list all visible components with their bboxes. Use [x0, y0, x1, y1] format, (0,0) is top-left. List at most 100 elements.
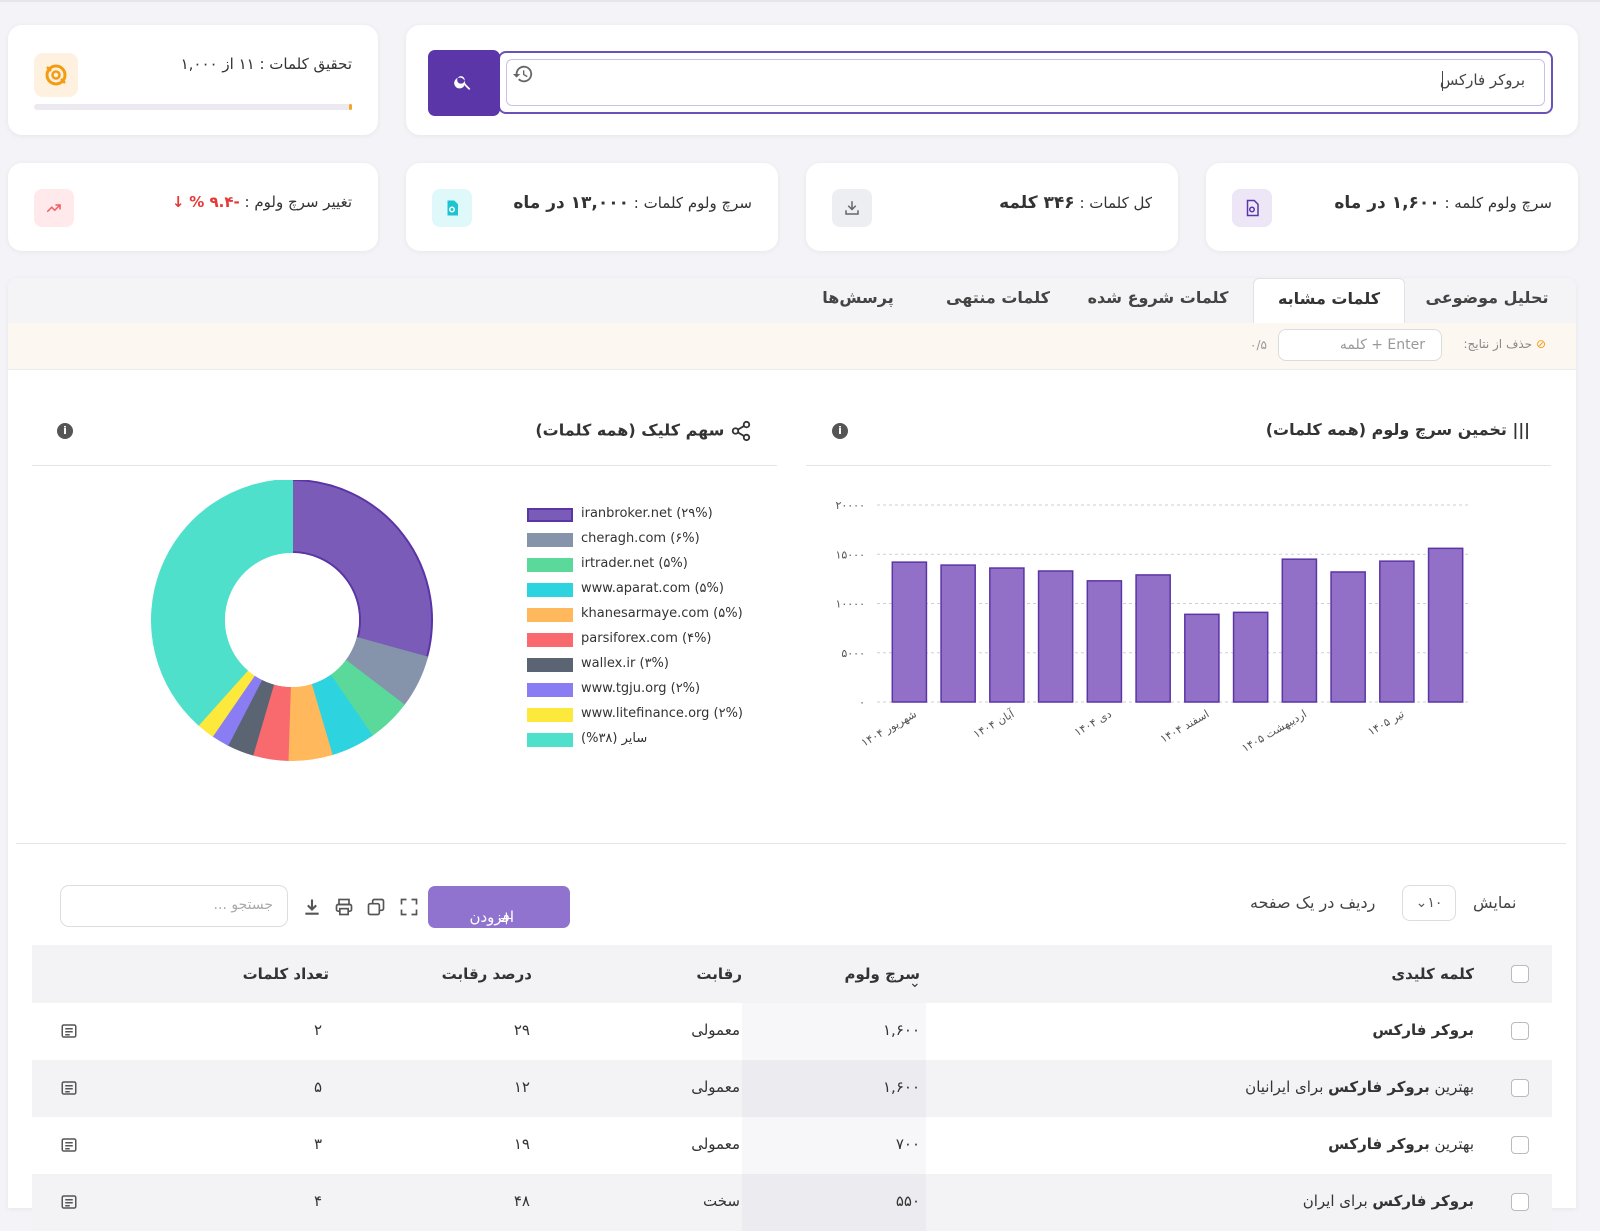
credits-progress-fill	[348, 104, 352, 110]
tab-bar: تحلیل موضوعی کلمات مشابه کلمات شروع شده …	[8, 278, 1576, 324]
tab-ending-keywords[interactable]: کلمات منتهی	[946, 288, 1050, 307]
word-count-cell: ۴	[313, 1192, 322, 1210]
credits-card: تحقیق کلمات : ۱۱ از ۱,۰۰۰	[8, 25, 378, 135]
rows-per-page-select[interactable]: ⌄۱۰	[1402, 885, 1456, 921]
keyword-match: بروکر فارکس	[1372, 1021, 1474, 1039]
volume-bar[interactable]	[1232, 611, 1269, 703]
column-search-volume[interactable]: سرچ ولوم	[844, 965, 920, 983]
info-icon[interactable]: i	[57, 423, 73, 439]
volume-bar[interactable]	[1427, 547, 1464, 703]
y-tick-label: ۲۰۰۰۰	[835, 499, 865, 512]
search-input[interactable]: بروکر فارکس	[498, 51, 1553, 114]
legend-label: www.aparat.com (۵%)	[581, 581, 724, 596]
legend-swatch	[527, 733, 573, 747]
volume-bar[interactable]	[989, 567, 1025, 703]
row-checkbox[interactable]	[1511, 1136, 1529, 1154]
legend-swatch	[527, 683, 573, 697]
legend-label: parsiforex.com (۴%)	[581, 631, 712, 646]
volume-chart-title: ||| تخمین سرچ ولوم (همه کلمات)	[1266, 420, 1530, 439]
info-icon[interactable]: i	[832, 423, 848, 439]
volume-bar[interactable]	[1184, 613, 1220, 703]
column-competition-percent[interactable]: درصد رقابت	[441, 965, 532, 983]
competition-cell: سخت	[703, 1192, 740, 1210]
details-icon[interactable]	[60, 1079, 78, 1097]
keyword-cell[interactable]: بهترین بروکر فارکس	[1328, 1135, 1474, 1153]
keyword-cell[interactable]: بهترین بروکر فارکس برای ایرانیان	[1245, 1078, 1474, 1096]
tab-questions[interactable]: پرسش‌ها	[822, 288, 894, 307]
table-search-input[interactable]: جستجو ...	[60, 885, 288, 927]
volume-bar[interactable]	[1135, 574, 1171, 703]
row-checkbox[interactable]	[1511, 1022, 1529, 1040]
download-icon[interactable]	[302, 897, 322, 917]
competition-percent-cell: ۱۹	[513, 1135, 530, 1153]
x-tick-label: آبان ۱۴۰۴	[971, 706, 1018, 741]
block-icon: ⊘	[1535, 337, 1546, 351]
competition-percent-cell: ۴۸	[513, 1192, 530, 1210]
plus-icon: ＋	[498, 910, 514, 928]
history-icon[interactable]	[512, 63, 534, 85]
row-checkbox[interactable]	[1511, 1079, 1529, 1097]
pie-slice[interactable]	[291, 480, 433, 659]
legend-label: khanesarmaye.com (۵%)	[581, 606, 743, 621]
keyword-cell[interactable]: بروکر فارکس برای ایران	[1303, 1192, 1474, 1210]
tab-topic-analysis[interactable]: تحلیل موضوعی	[1425, 288, 1549, 307]
column-word-count[interactable]: تعداد کلمات	[242, 965, 329, 983]
download-icon[interactable]	[832, 189, 872, 227]
keyword-cell[interactable]: بروکر فارکس	[1372, 1021, 1474, 1039]
share-chart-title: سهم کلیک (همه کلمات)	[535, 420, 752, 442]
table-row[interactable]: بروکر فارکس ۱,۶۰۰ معمولی ۲۹ ۲	[32, 1003, 1552, 1060]
credits-progress-bar	[34, 104, 352, 110]
tab-similar-keywords[interactable]: کلمات مشابه	[1253, 278, 1405, 324]
stat-card-keyword-volume: سرچ ولوم کلمه : ۱,۶۰۰ در ماه	[1206, 163, 1578, 251]
volume-bar[interactable]	[1330, 571, 1366, 703]
word-count-cell: ۲	[313, 1021, 322, 1039]
exclude-keyword-input[interactable]: کلمه + Enter	[1278, 329, 1442, 361]
select-all-checkbox[interactable]	[1511, 965, 1529, 983]
volume-cell: ۵۵۰	[895, 1192, 920, 1210]
click-share-donut-chart	[151, 480, 433, 761]
pie-slice[interactable]	[151, 480, 293, 726]
details-icon[interactable]	[60, 1136, 78, 1154]
competition-percent-cell: ۲۹	[513, 1021, 530, 1039]
stat-label: سرچ ولوم کلمه :	[1444, 194, 1552, 212]
volume-bar[interactable]	[1379, 560, 1415, 703]
search-icon	[454, 76, 471, 90]
table-row[interactable]: بروکر فارکس برای ایران ۵۵۰ سخت ۴۸ ۴	[32, 1174, 1552, 1231]
expand-icon[interactable]	[399, 897, 419, 917]
add-button[interactable]: ＋ افزودن ⌄	[428, 886, 570, 928]
row-checkbox[interactable]	[1511, 1193, 1529, 1211]
stat-value: -۹.۴ %	[189, 193, 240, 211]
sorted-column-highlight	[742, 1003, 926, 1060]
tab-starting-keywords[interactable]: کلمات شروع شده	[1087, 288, 1229, 307]
column-competition[interactable]: رقابت	[696, 965, 742, 983]
legend-swatch	[527, 658, 573, 672]
volume-bar[interactable]	[1281, 558, 1318, 703]
volume-bar[interactable]	[1086, 580, 1123, 703]
volume-bar[interactable]	[891, 561, 928, 703]
search-button[interactable]	[428, 50, 500, 116]
rows-per-page-value: ۱۰	[1427, 895, 1443, 911]
file-search-icon	[432, 189, 472, 227]
keyword-suffix: برای ایرانیان	[1245, 1078, 1329, 1096]
section-divider	[16, 843, 1566, 844]
sorted-column-highlight	[742, 1060, 926, 1117]
column-keyword[interactable]: کلمه کلیدی	[1391, 965, 1474, 983]
share-icon	[731, 420, 751, 442]
copy-icon[interactable]	[366, 897, 386, 917]
volume-bar[interactable]	[940, 564, 976, 703]
table-row[interactable]: بهترین بروکر فارکس ۷۰۰ معمولی ۱۹ ۳	[32, 1117, 1552, 1174]
keyword-prefix: بهترین	[1429, 1135, 1475, 1153]
keyword-match: بروکر فارکس	[1328, 1078, 1430, 1096]
keyword-suffix: برای ایران	[1302, 1192, 1373, 1210]
details-icon[interactable]	[60, 1193, 78, 1211]
table-row[interactable]: بهترین بروکر فارکس برای ایرانیان ۱,۶۰۰ معم…	[32, 1060, 1552, 1117]
stat-card-words-volume: سرچ ولوم کلمات : ۱۳,۰۰۰ در ماه	[406, 163, 778, 251]
volume-bar[interactable]	[1037, 570, 1074, 703]
share-chart-title-text: سهم کلیک (همه کلمات)	[535, 420, 725, 440]
y-tick-label: ۱۵۰۰۰	[835, 548, 865, 561]
chevron-down-icon: ⌄	[495, 908, 508, 926]
add-button-label: افزودن	[469, 908, 514, 926]
chart-header-divider	[32, 465, 777, 466]
details-icon[interactable]	[60, 1022, 78, 1040]
print-icon[interactable]	[334, 897, 354, 917]
